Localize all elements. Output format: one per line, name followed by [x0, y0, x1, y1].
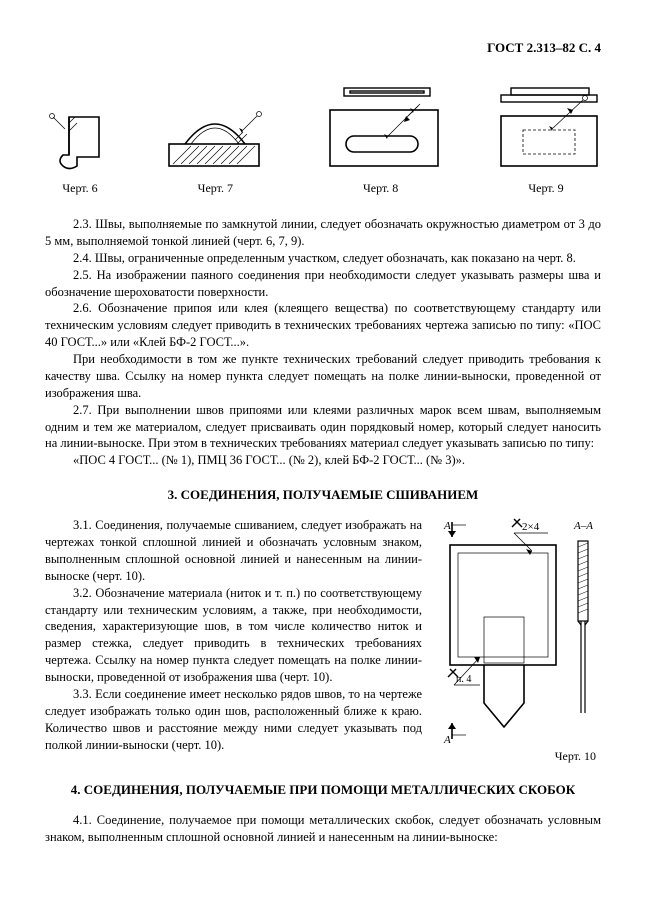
- svg-text:А–А: А–А: [573, 520, 593, 532]
- figure-10-label: Черт. 10: [431, 749, 606, 764]
- figure-10: А А–А 2×4: [436, 517, 601, 764]
- figure-8: [316, 76, 446, 171]
- figure-8-label: Черт. 8: [316, 181, 446, 196]
- section-3-title: 3. СОЕДИНЕНИЯ, ПОЛУЧАЕМЫЕ СШИВАНИЕМ: [45, 487, 601, 503]
- svg-text:А: А: [443, 734, 451, 746]
- figure-6-label: Черт. 6: [45, 181, 115, 196]
- para-4-1: 4.1. Соединение, получаемое при помощи м…: [45, 812, 601, 846]
- para-2-7a: «ПОС 4 ГОСТ... (№ 1), ПМЦ 36 ГОСТ... (№ …: [45, 452, 601, 469]
- figure-7-label: Черт. 7: [160, 181, 270, 196]
- para-3-3: 3.3. Если соединение имеет несколько ряд…: [45, 686, 422, 754]
- para-3-1: 3.1. Соединения, получаемые сшиванием, с…: [45, 517, 422, 585]
- page-header: ГОСТ 2.313–82 С. 4: [45, 40, 601, 56]
- section-4-title: 4. СОЕДИНЕНИЯ, ПОЛУЧАЕМЫЕ ПРИ ПОМОЩИ МЕТ…: [45, 782, 601, 798]
- svg-text:2×4: 2×4: [522, 521, 540, 533]
- figure-7: [160, 76, 270, 171]
- para-2-4: 2.4. Швы, ограниченные определенным учас…: [45, 250, 601, 267]
- svg-text:п. 4: п. 4: [456, 674, 471, 685]
- para-2-6: 2.6. Обозначение припоя или клея (клеяще…: [45, 300, 601, 351]
- para-2-3: 2.3. Швы, выполняемые по замкнутой линии…: [45, 216, 601, 250]
- para-2-5: 2.5. На изображении паяного соединения п…: [45, 267, 601, 301]
- figure-row-top: [45, 76, 601, 171]
- figure-9-label: Черт. 9: [491, 181, 601, 196]
- figure-6: [45, 76, 115, 171]
- figure-labels-top: Черт. 6 Черт. 7 Черт. 8 Черт. 9: [45, 181, 601, 196]
- para-3-2: 3.2. Обозначение материала (ниток и т. п…: [45, 585, 422, 686]
- figure-9: [491, 76, 601, 171]
- svg-text:А: А: [443, 520, 451, 532]
- para-2-6a: При необходимости в том же пункте технич…: [45, 351, 601, 402]
- para-2-7: 2.7. При выполнении швов припоями или кл…: [45, 402, 601, 453]
